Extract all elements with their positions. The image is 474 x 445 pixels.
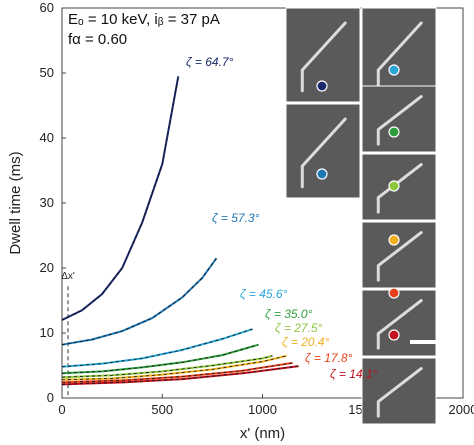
sem-marker-dot [388,234,400,246]
series-line [61,257,218,346]
sem-panel [361,85,437,153]
series-fit-line [61,328,253,368]
x-axis-title: x' (nm) [240,425,285,442]
series-line [61,343,259,375]
series-label: ζ = 45.6° [240,287,288,301]
y-tick-label: 40 [40,130,54,145]
y-tick-label: 50 [40,65,54,80]
sem-marker-dot [388,64,400,76]
delta-x-marker-label: Δx' [61,271,75,282]
annotation-line-1: Eₒ = 10 keV, iᵦ = 37 pA [68,11,220,28]
sem-marker-dot [316,168,328,180]
series-layer [61,76,299,386]
sem-marker-dot [388,287,400,299]
y-tick-label: 60 [40,0,54,15]
series-fit-line [61,258,217,346]
series-fit-line [61,362,293,383]
series-fit-line [61,344,259,374]
sem-panel [361,357,437,425]
sem-panel [361,289,437,357]
sem-marker-dot [388,180,400,192]
x-tick-label: 500 [151,402,173,417]
series-fit-line [61,76,179,321]
series-labels: ζ = 64.7°ζ = 57.3°ζ = 45.6°ζ = 35.0°ζ = … [186,55,378,381]
annotation-line-2: fα = 0.60 [68,31,127,48]
sem-marker-dot [388,329,400,341]
x-tick-label: 1000 [248,402,277,417]
series-fit-line [61,355,287,381]
y-tick-label: 0 [47,390,54,405]
sem-marker-dot [388,126,400,138]
series-label: ζ = 57.3° [212,211,260,225]
x-tick-label: 0 [58,402,65,417]
y-tick-label: 10 [40,325,54,340]
y-tick-label: 30 [40,195,54,210]
series-line [61,76,180,321]
series-label: ζ = 27.5° [275,321,323,335]
x-tick-label: 2000 [449,402,474,417]
sem-inset-images [285,7,440,425]
y-tick-label: 20 [40,260,54,275]
series-fit-line [61,365,299,385]
series-line [61,354,273,379]
y-axis-title: Dwell time (ms) [7,151,24,254]
sem-marker-dot [316,80,328,92]
series-label: ζ = 64.7° [186,55,234,69]
series-label: ζ = 14.1° [330,367,378,381]
series-line [61,328,253,368]
sem-panel [285,103,361,199]
series-label: ζ = 20.4° [282,335,330,349]
sem-panel [361,221,437,289]
scale-bar [410,340,440,344]
series-label: ζ = 35.0° [265,307,313,321]
series-label: ζ = 17.8° [305,351,353,365]
axes: 05001000150020000102030405060x' (nm)Dwel… [7,0,474,442]
